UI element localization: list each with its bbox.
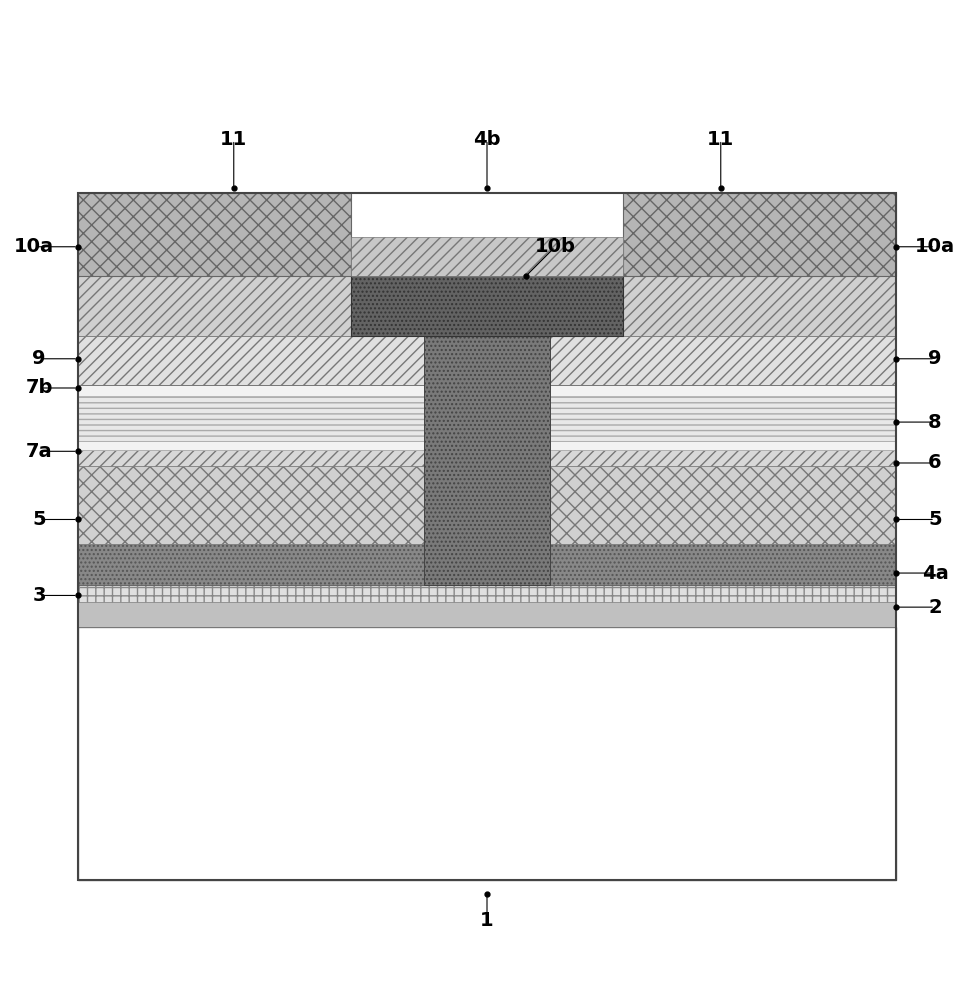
- Text: 6: 6: [928, 453, 942, 472]
- Bar: [78, 450, 896, 466]
- Bar: [78, 585, 896, 602]
- Bar: [78, 193, 351, 276]
- Text: 4b: 4b: [473, 130, 501, 149]
- Text: 2: 2: [928, 598, 942, 617]
- Bar: [78, 466, 424, 544]
- Bar: [424, 336, 550, 585]
- Text: 9: 9: [928, 349, 942, 368]
- Text: 7b: 7b: [25, 378, 53, 397]
- Text: 5: 5: [928, 510, 942, 529]
- Text: 11: 11: [707, 130, 734, 149]
- Text: 5: 5: [32, 510, 46, 529]
- Bar: [78, 602, 896, 627]
- Text: 10a: 10a: [14, 237, 55, 256]
- Bar: [623, 193, 896, 276]
- Bar: [351, 276, 623, 336]
- Bar: [550, 466, 896, 544]
- Text: 1: 1: [480, 911, 494, 930]
- Text: 9: 9: [32, 349, 46, 368]
- Bar: [78, 385, 896, 396]
- Text: 3: 3: [32, 586, 46, 605]
- Text: 4a: 4a: [921, 564, 949, 583]
- Bar: [78, 336, 896, 385]
- Bar: [78, 193, 896, 880]
- Text: 10a: 10a: [915, 237, 955, 256]
- Bar: [78, 544, 896, 585]
- Text: 10b: 10b: [535, 237, 576, 256]
- Bar: [351, 237, 623, 276]
- Bar: [78, 441, 896, 450]
- Text: 7a: 7a: [25, 442, 53, 461]
- Bar: [623, 276, 896, 336]
- Bar: [78, 276, 351, 336]
- Text: 8: 8: [928, 413, 942, 432]
- Bar: [78, 396, 896, 441]
- Text: 11: 11: [220, 130, 247, 149]
- Bar: [78, 627, 896, 880]
